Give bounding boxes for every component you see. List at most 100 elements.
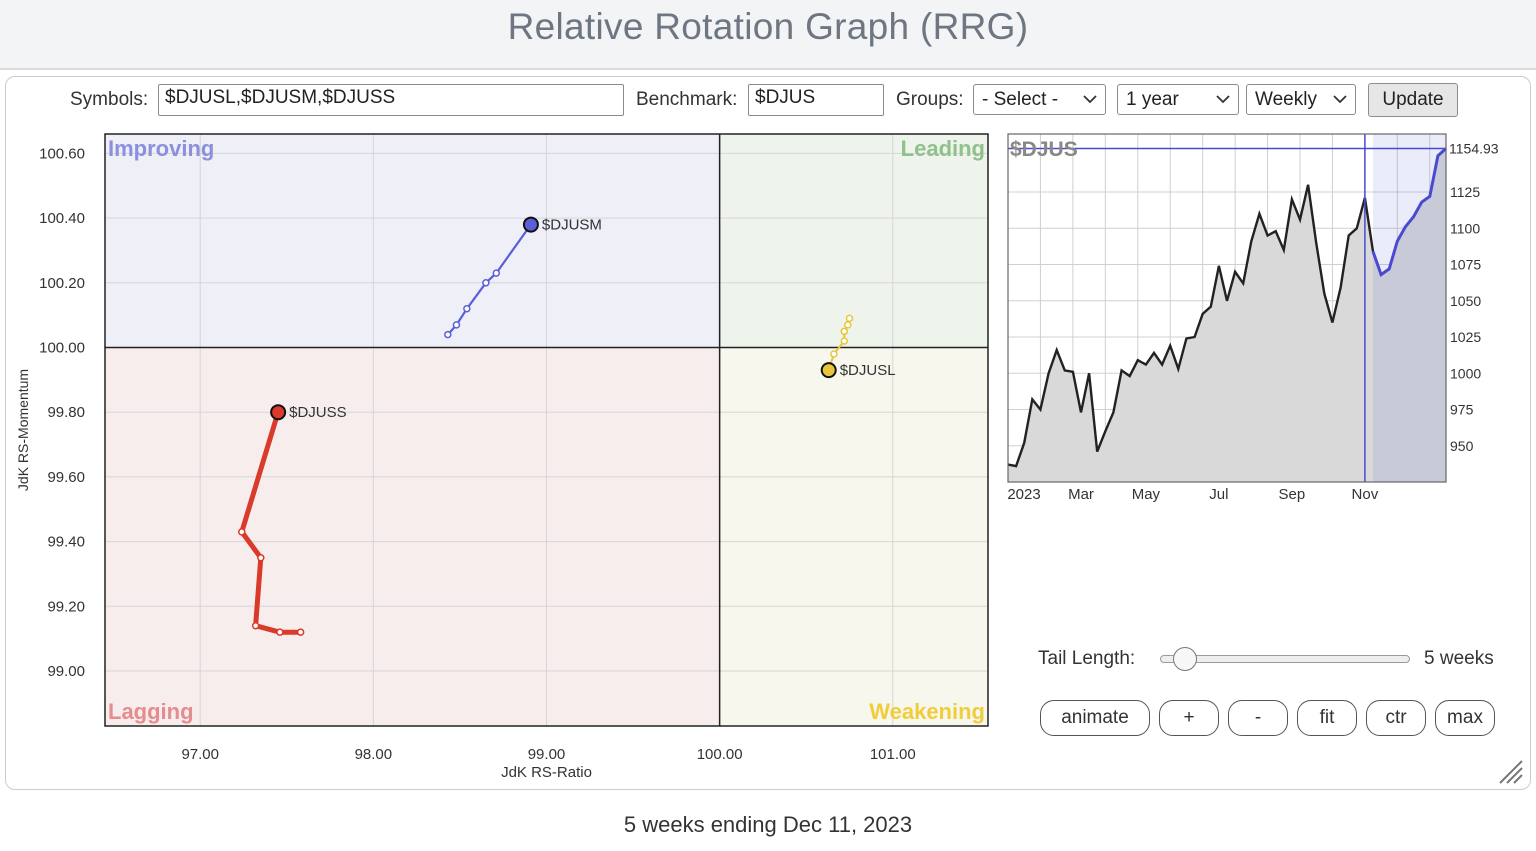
series-tail-point bbox=[840, 337, 849, 345]
series-tail-point bbox=[276, 628, 284, 636]
symbols-input[interactable]: $DJUSL,$DJUSM,$DJUSS bbox=[158, 84, 624, 116]
y-tick-label: 99.60 bbox=[47, 469, 85, 486]
max-button[interactable]: max bbox=[1435, 700, 1495, 736]
rrg-series-group: $DJUSM $DJUSL $DJUSS bbox=[238, 216, 896, 636]
quadrant-improving bbox=[105, 134, 720, 348]
rrg-plot-frame bbox=[104, 133, 989, 727]
animate-button[interactable]: animate bbox=[1040, 700, 1150, 736]
series-head-point[interactable] bbox=[820, 362, 837, 379]
frequency-select-value: Weekly bbox=[1255, 89, 1317, 110]
benchmark-title: $DJUS bbox=[1010, 138, 1078, 161]
y-tick-label: 100.40 bbox=[39, 210, 85, 227]
groups-select[interactable]: - Select - bbox=[973, 84, 1106, 115]
x-tick-label: 98.00 bbox=[355, 746, 393, 763]
tail-length-value: 5 weeks bbox=[1424, 648, 1494, 669]
series-djusl[interactable]: $DJUSL bbox=[820, 314, 896, 379]
y-tick-label: 99.20 bbox=[47, 598, 85, 615]
period-select-value: 1 year bbox=[1126, 89, 1179, 110]
quadrant-label-lagging: Lagging bbox=[108, 699, 194, 724]
chevron-down-icon bbox=[1083, 95, 1097, 104]
x-axis-label: JdK RS-Ratio bbox=[501, 764, 592, 781]
benchmark-x-tick-label: Sep bbox=[1279, 486, 1306, 503]
series-tail-point bbox=[844, 321, 852, 329]
benchmark-line bbox=[1007, 184, 1375, 468]
x-tick-label: 100.00 bbox=[697, 746, 743, 763]
y-tick-label: 100.20 bbox=[39, 275, 85, 292]
series-tail-point bbox=[845, 314, 854, 323]
fit-button[interactable]: fit bbox=[1297, 700, 1357, 736]
update-button[interactable]: Update bbox=[1368, 83, 1458, 117]
series-djuss[interactable]: $DJUSS bbox=[238, 404, 347, 636]
footer-caption: 5 weeks ending Dec 11, 2023 bbox=[623, 812, 913, 837]
benchmark-y-tick-label: 1000 bbox=[1450, 365, 1481, 381]
benchmark-x-tick-label: Nov bbox=[1352, 486, 1379, 503]
benchmark-y-tick-labels: 1125 1100 1075 1050 1025 1000 975 950 bbox=[1450, 184, 1481, 454]
symbols-label: Symbols: bbox=[70, 89, 149, 110]
tail-length-label: Tail Length: bbox=[1038, 648, 1136, 669]
zoom-in-button[interactable]: + bbox=[1159, 700, 1219, 736]
groups-select-value: - Select - bbox=[982, 89, 1059, 110]
series-tail-point bbox=[238, 528, 246, 536]
benchmark-x-tick-label: Mar bbox=[1068, 486, 1094, 503]
quadrant-label-improving: Improving bbox=[108, 136, 214, 161]
quadrant-label-weakening: Weakening bbox=[869, 699, 985, 724]
series-label: $DJUSL bbox=[840, 362, 896, 379]
series-label: $DJUSM bbox=[542, 217, 602, 234]
y-axis-label: JdK RS-Momentum bbox=[15, 369, 31, 491]
tail-length-slider-handle[interactable] bbox=[1173, 647, 1197, 671]
benchmark-y-tick-label: 1100 bbox=[1450, 220, 1480, 236]
series-tail-point bbox=[492, 269, 501, 277]
quadrant-leading bbox=[719, 134, 988, 348]
resize-handle-icon[interactable] bbox=[1496, 757, 1524, 785]
y-tick-label: 99.40 bbox=[47, 534, 85, 551]
series-tail-point bbox=[840, 327, 849, 336]
quadrant-label-leading: Leading bbox=[901, 136, 985, 161]
benchmark-label: Benchmark: bbox=[636, 89, 738, 110]
benchmark-plot-frame bbox=[1007, 133, 1447, 483]
x-tick-label: 97.00 bbox=[181, 746, 219, 763]
series-tail-point bbox=[296, 628, 305, 636]
benchmark-y-tick-label: 950 bbox=[1450, 438, 1474, 454]
series-head-point[interactable] bbox=[270, 404, 287, 421]
series-djusm[interactable]: $DJUSM bbox=[444, 216, 602, 339]
series-tail-point bbox=[452, 321, 461, 329]
series-tail-point bbox=[257, 554, 265, 562]
frequency-select[interactable]: Weekly bbox=[1246, 84, 1356, 115]
benchmark-y-tick-label: 1075 bbox=[1450, 257, 1481, 273]
x-tick-label: 99.00 bbox=[528, 746, 566, 763]
chevron-down-icon bbox=[1333, 95, 1347, 104]
chevron-down-icon bbox=[1216, 95, 1230, 104]
benchmark-y-tick-label: 1050 bbox=[1450, 293, 1481, 309]
benchmark-x-tick-labels: 2023 Mar May Jul Sep Nov bbox=[1007, 486, 1378, 503]
tail-length-slider[interactable] bbox=[1160, 655, 1410, 663]
rrg-x-tick-labels: 97.00 98.00 99.00 100.00 101.00 bbox=[181, 746, 915, 763]
y-tick-label: 100.60 bbox=[39, 145, 85, 162]
benchmark-input[interactable]: $DJUS bbox=[748, 84, 884, 116]
benchmark-x-tick-label: 2023 bbox=[1007, 486, 1040, 503]
x-tick-label: 101.00 bbox=[870, 746, 916, 763]
series-tail-point bbox=[830, 350, 838, 358]
series-tail-point bbox=[444, 330, 452, 339]
center-button[interactable]: ctr bbox=[1366, 700, 1426, 736]
series-label: $DJUSS bbox=[289, 404, 347, 421]
groups-label: Groups: bbox=[896, 89, 964, 110]
rrg-y-tick-labels: 100.60 100.40 100.20 100.00 99.80 99.60 99.40 9… bbox=[39, 145, 85, 680]
benchmark-chart: $DJUS 1154.93 1125 1100 1075 1050 1025 1000 97… bbox=[1007, 133, 1499, 503]
benchmark-y-tick-label: 975 bbox=[1450, 402, 1474, 418]
benchmark-tail-line bbox=[1371, 147, 1448, 277]
period-select[interactable]: 1 year bbox=[1117, 84, 1239, 115]
benchmark-y-tick-label: 1125 bbox=[1450, 184, 1480, 200]
benchmark-x-tick-label: Jul bbox=[1209, 486, 1228, 503]
rrg-chart[interactable]: Improving Leading Weakening Lagging 97.0… bbox=[0, 125, 1000, 785]
y-tick-label: 99.00 bbox=[47, 663, 85, 680]
zoom-out-button[interactable]: - bbox=[1228, 700, 1288, 736]
benchmark-last-value: 1154.93 bbox=[1449, 141, 1499, 157]
benchmark-area bbox=[1008, 148, 1446, 482]
series-tail-point bbox=[482, 279, 490, 287]
series-head-point[interactable] bbox=[522, 216, 539, 233]
series-tail-point bbox=[463, 304, 471, 313]
quadrant-lagging bbox=[105, 347, 720, 726]
page-header: Relative Rotation Graph (RRG) bbox=[0, 0, 1536, 70]
y-tick-label: 99.80 bbox=[47, 404, 85, 421]
benchmark-tail-highlight bbox=[1373, 134, 1446, 482]
